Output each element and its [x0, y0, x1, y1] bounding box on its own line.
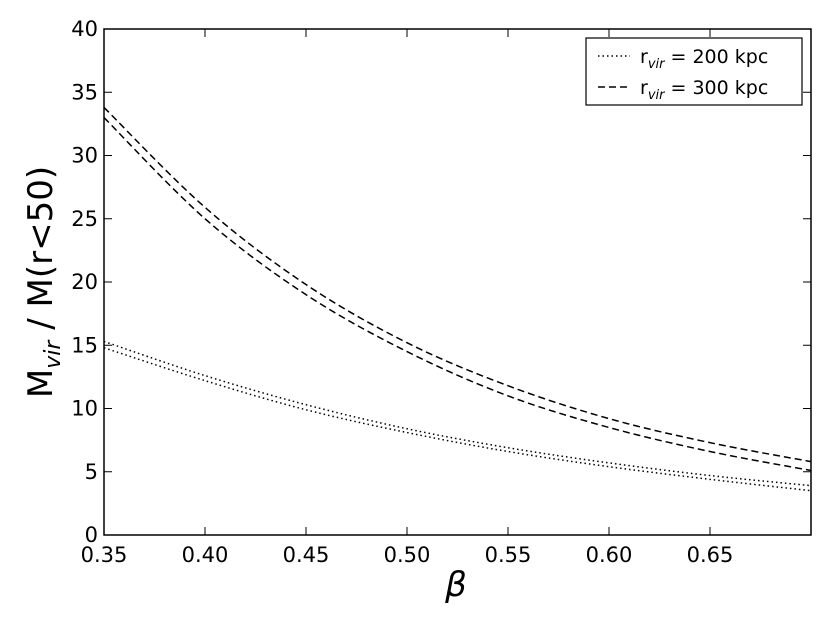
y-tick-label: 25: [71, 207, 98, 231]
legend-entry-300: rvir = 300 kpc: [640, 77, 768, 103]
x-tick-label: 0.35: [81, 543, 128, 567]
y-tick-label: 10: [71, 397, 98, 421]
legend: rvir = 200 kpc rvir = 300 kpc: [585, 37, 803, 106]
series-line-0-dotted: [103, 340, 812, 487]
series-line-2-dashed: [103, 106, 812, 463]
y-axis-label-rest: / M(r<50): [21, 166, 61, 341]
series-line-3-dashed: [103, 117, 812, 472]
x-tick-label: 0.45: [283, 543, 330, 567]
y-tick-label: 40: [71, 17, 98, 41]
x-tick-label: 0.50: [384, 543, 431, 567]
x-tick-label: 0.60: [586, 543, 633, 567]
x-tick-label: 0.55: [485, 543, 532, 567]
y-tick-label: 15: [71, 333, 98, 357]
legend-box: [585, 37, 803, 106]
x-axis-label: β: [444, 565, 467, 605]
series-line-1-dotted: [103, 347, 812, 492]
y-tick-label: 5: [85, 460, 98, 484]
series-layer: [103, 106, 812, 492]
y-tick-label: 20: [71, 270, 98, 294]
y-tick-label: 35: [71, 80, 98, 104]
legend-entry-200: rvir = 200 kpc: [640, 46, 768, 72]
y-tick-label: 30: [71, 144, 98, 168]
y-tick-label: 0: [85, 523, 98, 547]
y-axis-label-main: M: [21, 369, 61, 398]
y-axis-label-sub: vir: [41, 339, 66, 369]
ticks-layer: 0.35 0.40 0.45 0.50 0.55 0.60 0.65 0 5 10 15 20 25 30…: [71, 17, 811, 567]
x-tick-label: 0.65: [687, 543, 734, 567]
x-tick-label: 0.40: [182, 543, 229, 567]
y-axis-label: Mvir / M(r<50): [21, 166, 66, 398]
